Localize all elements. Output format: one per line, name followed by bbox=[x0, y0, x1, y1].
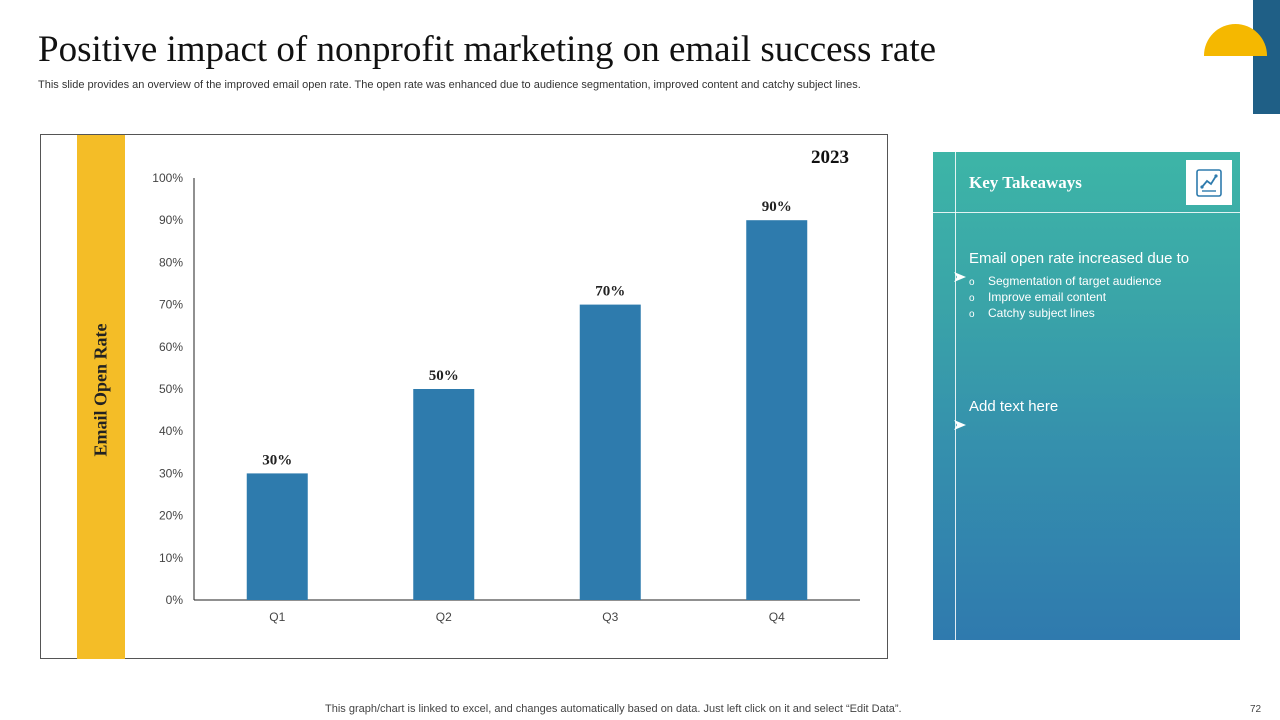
list-item: o Catchy subject lines bbox=[969, 306, 1095, 320]
list-item: o Improve email content bbox=[969, 290, 1107, 304]
y-axis-label-band bbox=[77, 135, 125, 659]
key-takeaways-panel bbox=[933, 152, 1240, 640]
y-tick-label: 90% bbox=[159, 213, 183, 227]
pointer-arrow-icon bbox=[954, 272, 966, 282]
y-tick-label: 80% bbox=[159, 255, 183, 269]
takeaway-bullet-list: o Segmentation of target audience o Improv… bbox=[969, 273, 1161, 321]
x-tick-label: Q3 bbox=[602, 610, 618, 624]
bar-data-label: 70% bbox=[595, 284, 625, 300]
bar-data-labels: 30% 50% 70% 90% bbox=[262, 199, 792, 468]
y-tick-label: 10% bbox=[159, 551, 183, 565]
y-tick-label: 70% bbox=[159, 298, 183, 312]
y-tick-label: 40% bbox=[159, 424, 183, 438]
x-axis-ticks: Q1 Q2 Q3 Q4 bbox=[269, 610, 785, 624]
list-item: o Segmentation of target audience bbox=[969, 274, 1162, 288]
bar-data-label: 30% bbox=[262, 452, 292, 468]
chart-title: 2023 bbox=[811, 147, 849, 168]
chart-report-icon bbox=[1186, 160, 1232, 205]
y-tick-label: 50% bbox=[159, 382, 183, 396]
x-tick-label: Q2 bbox=[436, 610, 452, 624]
bar-data-label: 50% bbox=[429, 368, 459, 384]
bars bbox=[246, 220, 808, 600]
x-tick-label: Q1 bbox=[269, 610, 285, 624]
y-tick-label: 30% bbox=[159, 466, 183, 480]
y-tick-label: 0% bbox=[166, 593, 184, 607]
bar-data-label: 90% bbox=[762, 199, 792, 215]
bar-q3[interactable] bbox=[579, 304, 641, 600]
panel-vertical-divider bbox=[955, 152, 956, 640]
slide-subtitle: This slide provides an overview of the i… bbox=[38, 79, 861, 91]
slide-title: Positive impact of nonprofit marketing o… bbox=[38, 29, 937, 70]
panel-horizontal-divider bbox=[933, 212, 1240, 213]
bar-q1[interactable] bbox=[246, 473, 308, 600]
x-tick-label: Q4 bbox=[769, 610, 785, 624]
corner-accent-bar bbox=[1253, 0, 1280, 114]
pointer-arrow-icon bbox=[954, 420, 966, 430]
y-tick-label: 100% bbox=[152, 171, 183, 185]
add-text-placeholder[interactable]: Add text here bbox=[969, 398, 1059, 415]
key-takeaways-title: Key Takeaways bbox=[969, 173, 1082, 192]
page-number: 72 bbox=[1250, 704, 1262, 715]
footer-note: This graph/chart is linked to excel, and… bbox=[325, 703, 902, 715]
y-tick-label: 20% bbox=[159, 509, 183, 523]
bar-q2[interactable] bbox=[413, 389, 475, 600]
takeaway-heading: Email open rate increased due to bbox=[969, 250, 1190, 267]
y-tick-label: 60% bbox=[159, 340, 183, 354]
bar-q4[interactable] bbox=[746, 220, 808, 600]
y-axis-ticks: 0% 10% 20% 30% 40% 50% 60% 70% 80% 90% 100% bbox=[152, 171, 183, 607]
